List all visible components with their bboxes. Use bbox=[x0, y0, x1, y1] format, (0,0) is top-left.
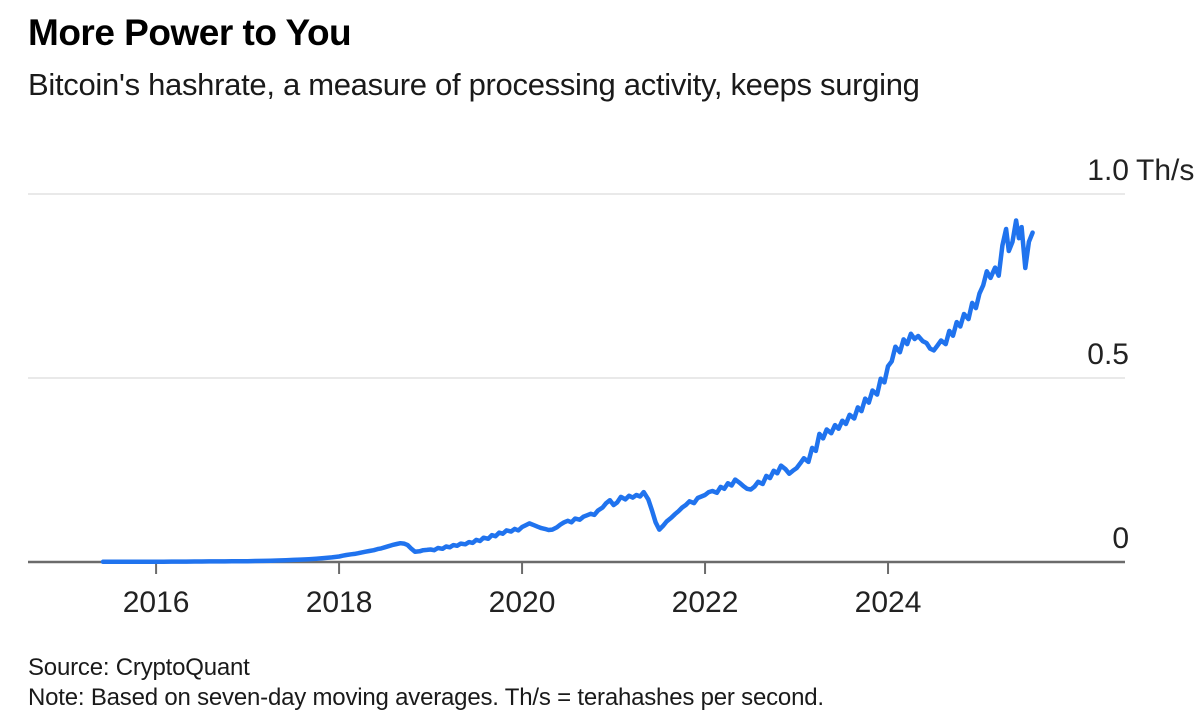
chart-subtitle: Bitcoin's hashrate, a measure of process… bbox=[28, 67, 920, 102]
chart-title: More Power to You bbox=[28, 12, 352, 53]
y-axis-unit-label: Th/s bbox=[1136, 154, 1194, 187]
x-axis bbox=[28, 560, 1125, 574]
x-tick-label-2018: 2018 bbox=[306, 586, 373, 619]
hashrate-line-layer bbox=[100, 218, 1035, 565]
x-tick-label-2016: 2016 bbox=[123, 586, 190, 619]
x-tick-label-2020: 2020 bbox=[489, 586, 556, 619]
x-tick-label-2022: 2022 bbox=[672, 586, 739, 619]
gridlines bbox=[28, 193, 1125, 379]
source-note: Source: CryptoQuant bbox=[28, 654, 250, 681]
y-tick-label-0.5: 0.5 bbox=[1087, 338, 1129, 371]
y-tick-label-0: 0 bbox=[1112, 522, 1129, 555]
y-tick-label-1.0: 1.0 bbox=[1087, 154, 1129, 187]
methodology-note: Note: Based on seven-day moving averages… bbox=[28, 684, 824, 711]
x-tick-label-2024: 2024 bbox=[855, 586, 922, 619]
axis-labels: 0 0.5 1.0 Th/s 2016 2018 2020 2022 2024 bbox=[123, 154, 1195, 619]
hashrate-line bbox=[100, 218, 1035, 565]
